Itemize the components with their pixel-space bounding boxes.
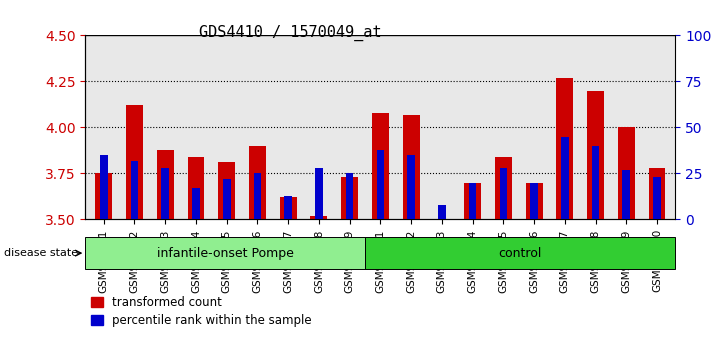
Bar <box>311 216 327 219</box>
Bar <box>284 195 292 219</box>
Bar <box>587 91 604 219</box>
Bar <box>402 115 419 219</box>
Bar <box>249 146 266 219</box>
Text: infantile-onset Pompe: infantile-onset Pompe <box>156 247 294 259</box>
Bar <box>157 149 173 219</box>
Bar <box>131 161 139 219</box>
Bar <box>100 155 107 219</box>
Bar <box>592 146 599 219</box>
Bar <box>530 183 538 219</box>
Bar <box>161 168 169 219</box>
Bar <box>95 173 112 219</box>
Bar <box>192 188 200 219</box>
Bar <box>218 162 235 219</box>
Bar <box>377 149 384 219</box>
Bar <box>372 113 389 219</box>
Bar <box>188 157 205 219</box>
Bar <box>653 177 661 219</box>
Text: GDS4410 / 1570049_at: GDS4410 / 1570049_at <box>199 25 382 41</box>
Bar <box>464 183 481 219</box>
Bar <box>618 127 635 219</box>
Bar <box>407 155 415 219</box>
Bar <box>279 198 296 219</box>
Bar <box>346 173 353 219</box>
Bar <box>500 168 507 219</box>
Bar <box>525 183 542 219</box>
Bar <box>561 137 569 219</box>
Legend: transformed count, percentile rank within the sample: transformed count, percentile rank withi… <box>91 296 312 327</box>
Bar <box>622 170 630 219</box>
Bar <box>469 183 476 219</box>
Bar <box>556 78 573 219</box>
Text: disease state: disease state <box>4 248 77 258</box>
Bar <box>223 179 230 219</box>
Bar <box>648 168 665 219</box>
Bar <box>365 237 675 269</box>
Bar <box>315 168 323 219</box>
Bar <box>85 237 365 269</box>
Bar <box>254 173 261 219</box>
Bar <box>438 205 446 219</box>
Bar <box>495 157 512 219</box>
Bar <box>341 177 358 219</box>
Text: control: control <box>498 247 542 259</box>
Bar <box>126 105 143 219</box>
